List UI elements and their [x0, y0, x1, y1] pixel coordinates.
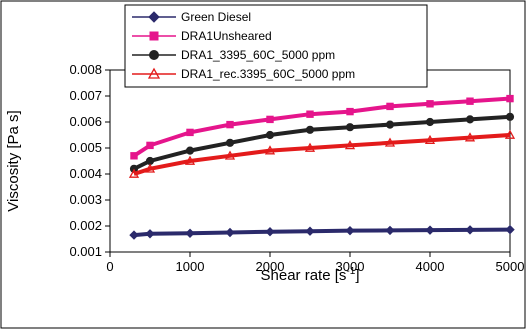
legend-entry: DRA1_3395_60C_5000 ppm: [132, 48, 335, 62]
data-point: [145, 229, 155, 239]
data-point: [465, 225, 475, 235]
data-point: [424, 134, 436, 145]
y-tick-label: 0.006: [69, 114, 102, 129]
legend-entry: DRA1Unsheared: [132, 29, 272, 43]
x-tick-label: 4000: [416, 259, 445, 274]
data-point: [505, 112, 515, 121]
data-point: [384, 137, 396, 147]
data-point: [504, 129, 516, 139]
legend-label: DRA1Unsheared: [181, 29, 272, 43]
legend-entry: DRA1_rec.3395_60C_5000 ppm: [132, 67, 355, 81]
data-point: [225, 138, 235, 147]
legend-entries: Green Diesel DRA1Unsheared DRA1_3395_60C_5…: [132, 10, 355, 81]
data-point: [385, 225, 395, 236]
legend-marker: [149, 31, 159, 41]
legend-marker: [148, 11, 160, 23]
legend-marker: [147, 67, 161, 79]
data-point: [426, 100, 434, 108]
x-tick-label: 1000: [176, 259, 205, 274]
y-tick-label: 0.004: [69, 166, 102, 181]
legend-label: DRA1_3395_60C_5000 ppm: [181, 48, 335, 62]
x-tick-label: 3000: [336, 259, 365, 274]
y-tick-label: 0.005: [69, 140, 102, 155]
y-axis-ticks: 0.001 0.002 0.003 0.004 0.005 0.006 0.007 0.008: [69, 62, 110, 259]
series-line: [133, 133, 511, 176]
data-point: [185, 146, 195, 155]
data-point: [184, 155, 196, 165]
data-point: [144, 163, 156, 173]
data-point: [345, 225, 355, 236]
legend: Green Diesel DRA1Unsheared DRA1_3395_60C_5…: [124, 4, 428, 88]
data-point: [266, 115, 274, 124]
data-point: [265, 227, 275, 237]
data-point: [306, 110, 314, 118]
data-point: [128, 168, 140, 178]
data-point: [425, 117, 435, 127]
data-point: [130, 152, 138, 160]
y-tick-label: 0.001: [69, 244, 102, 259]
x-tick-label: 2000: [256, 259, 285, 274]
series-0: [129, 224, 515, 240]
plot-area: [109, 69, 511, 253]
legend-marker: [149, 50, 159, 60]
data-point: [226, 120, 234, 129]
series-layer: [128, 94, 516, 240]
data-point: [345, 123, 355, 132]
data-point: [386, 102, 394, 111]
x-axis-title: Shear rate [s-1]: [261, 266, 360, 284]
x-tick-label: 0: [106, 259, 113, 274]
data-point: [385, 120, 395, 129]
legend-label: DRA1_rec.3395_60C_5000 ppm: [181, 67, 355, 81]
data-point: [185, 228, 195, 238]
series-1: [130, 94, 514, 160]
data-point: [224, 150, 236, 160]
data-point: [466, 97, 474, 105]
data-point: [344, 140, 356, 150]
legend-entry: Green Diesel: [132, 10, 251, 24]
series-2: [129, 112, 515, 173]
data-point: [425, 225, 435, 235]
x-axis-ticks: 0 1000 2000 3000 4000 5000: [106, 252, 524, 274]
data-point: [465, 115, 475, 124]
series-3: [128, 129, 516, 178]
data-point: [506, 94, 514, 103]
data-point: [225, 227, 235, 238]
data-point: [186, 128, 194, 137]
data-point: [304, 142, 316, 152]
data-point: [305, 226, 315, 236]
y-tick-label: 0.003: [69, 192, 102, 207]
y-tick-label: 0.007: [69, 88, 102, 103]
data-point: [346, 107, 354, 116]
data-point: [265, 130, 275, 140]
data-point: [129, 230, 139, 240]
data-point: [146, 141, 154, 150]
y-tick-label: 0.008: [69, 62, 102, 77]
data-point: [464, 132, 476, 142]
data-point: [305, 125, 315, 134]
y-tick-label: 0.002: [69, 218, 102, 233]
y-axis-title: Viscosity [Pa s]: [5, 110, 22, 211]
x-tick-label: 5000: [496, 259, 525, 274]
legend-label: Green Diesel: [181, 10, 251, 24]
data-point: [264, 145, 276, 155]
data-point: [505, 224, 515, 235]
